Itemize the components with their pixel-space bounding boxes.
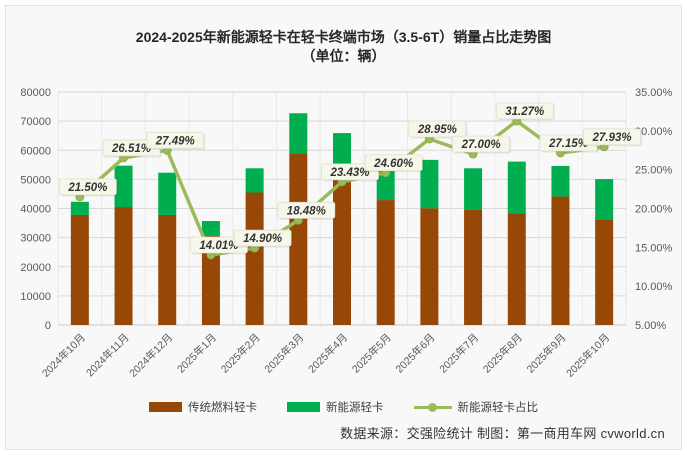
bar-traditional-fuel — [507, 213, 526, 325]
x-axis-category-label: 2025年4月 — [305, 331, 350, 376]
bar-new-energy — [289, 113, 308, 154]
data-label-box — [364, 154, 423, 172]
data-label-value: 27.00% — [461, 139, 501, 151]
data-label-box — [277, 201, 336, 219]
bar-new-energy — [114, 165, 133, 208]
left-axis-tick-label: 40000 — [20, 204, 51, 216]
bar-traditional-fuel — [245, 192, 264, 325]
bar-traditional-fuel — [158, 214, 177, 325]
left-axis-tick-label: 20000 — [20, 262, 51, 274]
data-label-value: 27.49% — [155, 135, 195, 147]
data-label-value: 28.95% — [417, 124, 457, 136]
x-axis-category-label: 2025年6月 — [393, 331, 438, 376]
data-label-value: 24.60% — [373, 158, 413, 170]
bar-new-energy — [551, 165, 570, 197]
data-label-value: 21.50% — [67, 182, 107, 194]
right-axis-tick-label: 30.00% — [635, 126, 673, 138]
legend-item-share-line: 新能源轻卡占比 — [413, 399, 539, 415]
bar-new-energy — [464, 168, 483, 210]
data-label-box — [583, 128, 642, 146]
left-axis-tick-label: 10000 — [20, 291, 51, 303]
bar-traditional-fuel — [70, 214, 89, 325]
bar-traditional-fuel — [289, 153, 308, 325]
data-label-box — [58, 178, 117, 196]
left-axis-tick-label: 70000 — [20, 116, 51, 128]
x-axis-category-label: 2025年10月 — [563, 331, 612, 380]
bar-new-energy — [507, 161, 526, 214]
legend-item-new-energy: 新能源轻卡 — [287, 399, 384, 415]
bar-traditional-fuel — [376, 200, 395, 325]
data-label-value: 27.15% — [548, 138, 588, 150]
data-label-value: 26.51% — [111, 143, 151, 155]
x-axis-category-label: 2025年7月 — [437, 331, 482, 376]
right-axis-tick-label: 10.00% — [635, 281, 673, 293]
x-axis-category-label: 2024年12月 — [127, 331, 176, 380]
data-label-box — [408, 120, 467, 138]
bar-traditional-fuel — [595, 219, 614, 325]
share-line-swatch-icon — [413, 402, 452, 412]
x-axis-category-label: 2025年1月 — [174, 331, 219, 376]
chart-title-block: 2024-2025年新能源轻卡在轻卡终端市场（3.5-6T）销量占比走势图 （单… — [6, 28, 681, 66]
bar-new-energy — [158, 172, 177, 215]
data-label-box — [495, 102, 554, 120]
left-axis-tick-label: 30000 — [20, 233, 51, 245]
bar-traditional-fuel — [201, 235, 220, 325]
data-label-box — [233, 229, 292, 247]
left-axis-tick-label: 80000 — [20, 87, 51, 99]
data-label-value: 14.01% — [199, 240, 238, 252]
chart-panel: 2024-2025年新能源轻卡在轻卡终端市场（3.5-6T）销量占比走势图 （单… — [5, 5, 682, 450]
chart-title: 2024-2025年新能源轻卡在轻卡终端市场（3.5-6T）销量占比走势图 — [135, 29, 552, 45]
right-axis-tick-label: 20.00% — [635, 204, 673, 216]
bar-traditional-fuel — [551, 196, 570, 325]
left-axis-tick-label: 60000 — [20, 145, 51, 157]
data-label-value: 31.27% — [505, 106, 544, 118]
legend-item-traditional: 传统燃料轻卡 — [149, 399, 257, 415]
bar-traditional-fuel — [114, 207, 133, 325]
chart-area: 0 10000 20000 30000 40000 50000 60000 70000 8000… — [6, 76, 681, 386]
bar-new-energy — [420, 159, 439, 209]
traditional-fuel-swatch-icon — [149, 402, 182, 412]
data-label-value: 18.48% — [287, 205, 326, 217]
right-axis-tick-label: 25.00% — [635, 165, 673, 177]
data-label-box — [146, 131, 205, 149]
x-axis-category-label: 2025年3月 — [262, 331, 307, 376]
left-axis-tick-label: 50000 — [20, 174, 51, 186]
legend-label-share: 新能源轻卡占比 — [457, 402, 539, 414]
bar-new-energy — [245, 168, 264, 193]
bar-traditional-fuel — [333, 177, 351, 325]
new-energy-swatch-icon — [287, 402, 320, 412]
bar-new-energy — [70, 201, 89, 215]
legend-label-traditional: 传统燃料轻卡 — [188, 402, 257, 414]
data-label-box — [452, 135, 510, 153]
bar-traditional-fuel — [464, 209, 483, 325]
right-axis-tick-label: 15.00% — [635, 242, 673, 254]
right-axis-tick-label: 35.00% — [635, 87, 673, 99]
x-axis-category-label: 2025年5月 — [349, 331, 394, 376]
legend-label-new-energy: 新能源轻卡 — [326, 402, 384, 414]
data-label-value: 27.93% — [592, 132, 632, 144]
chart-unit-subtitle: （单位：辆） — [301, 48, 386, 64]
x-axis-category-label: 2025年2月 — [218, 331, 263, 376]
data-label-box — [321, 163, 379, 181]
x-axis-category-label: 2025年8月 — [480, 331, 525, 376]
chart-canvas: 0 10000 20000 30000 40000 50000 60000 70000 8000… — [20, 87, 673, 380]
data-label-value: 14.90% — [243, 233, 282, 245]
chart-legend: 传统燃料轻卡 新能源轻卡 新能源轻卡占比 — [6, 399, 681, 415]
data-source-note: 数据来源：交强险统计 制图：第一商用车网 cvworld.cn — [340, 426, 665, 441]
x-axis-category-label: 2024年10月 — [39, 331, 88, 380]
data-label-value: 23.43% — [329, 167, 369, 179]
x-axis-category-label: 2025年9月 — [524, 331, 569, 376]
share-line-dot-icon — [427, 402, 437, 412]
bar-new-energy — [595, 179, 614, 220]
x-axis-category-label: 2024年11月 — [83, 331, 131, 379]
bar-new-energy — [201, 221, 220, 236]
left-axis-tick-label: 0 — [45, 320, 51, 332]
bar-traditional-fuel — [420, 208, 439, 325]
right-axis-tick-label: 5.00% — [635, 320, 666, 332]
